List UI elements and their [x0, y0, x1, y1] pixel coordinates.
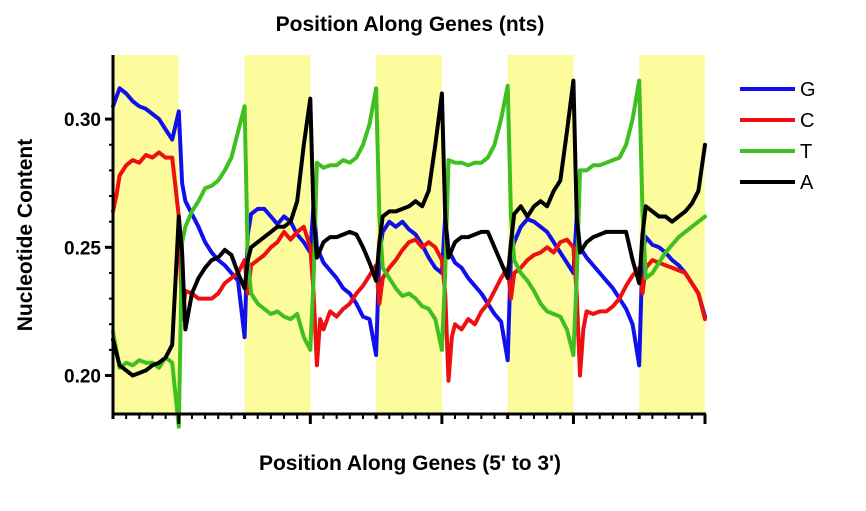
highlight-band-5: [639, 55, 705, 414]
y-tick-label-2: 0.25: [64, 238, 101, 259]
series-line-C: [111, 150, 707, 383]
chart-title: Position Along Genes (nts): [276, 13, 545, 36]
x-axis-label: Position Along Genes (5' to 3'): [259, 452, 561, 475]
legend-label-T: T: [800, 141, 812, 163]
highlight-band-3: [376, 55, 442, 414]
y-axis-label: Nucleotide Content: [14, 139, 37, 332]
series-line-G: [111, 86, 707, 368]
legend-label-A: A: [800, 172, 814, 194]
y-axis-ticks: 0.20 0.25 0.30: [64, 110, 113, 388]
legend-label-C: C: [800, 110, 814, 132]
highlight-band-2: [244, 55, 311, 414]
series-line-A: [111, 78, 707, 378]
y-tick-label-1: 0.20: [64, 367, 101, 388]
y-tick-label-3: 0.30: [64, 110, 101, 131]
series-lines: [111, 78, 707, 429]
axes: [111, 55, 706, 416]
x-axis-ticks: [111, 414, 707, 424]
series-line-T: [111, 78, 707, 429]
legend-label-G: G: [800, 79, 816, 101]
